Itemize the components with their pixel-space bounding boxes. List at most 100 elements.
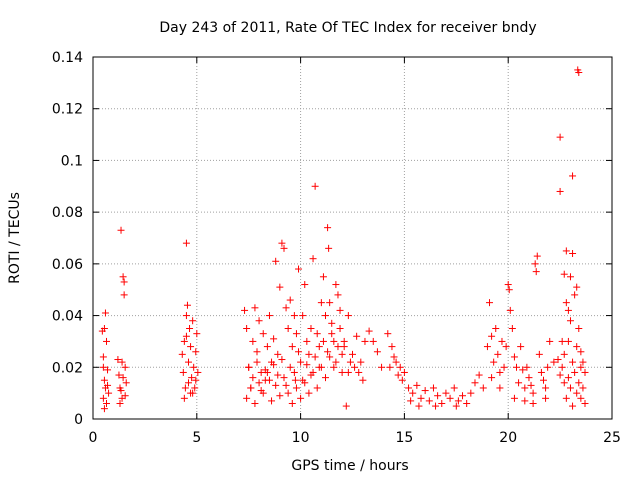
- data-point: [338, 368, 346, 376]
- data-point: [569, 358, 577, 366]
- data-point: [529, 389, 537, 397]
- data-point: [117, 387, 125, 395]
- data-point: [118, 358, 126, 366]
- data-point: [483, 343, 491, 351]
- data-point: [344, 312, 352, 320]
- data-point: [247, 384, 255, 392]
- data-point: [504, 281, 512, 289]
- data-point: [521, 397, 529, 405]
- data-point: [336, 325, 344, 332]
- data-point: [573, 283, 581, 291]
- data-point: [558, 337, 566, 345]
- data-point: [295, 265, 303, 273]
- data-point: [121, 363, 129, 371]
- data-point: [384, 330, 392, 338]
- y-tick-label: 0.08: [52, 205, 83, 221]
- data-point: [99, 363, 107, 371]
- data-point: [191, 384, 199, 392]
- data-point: [490, 358, 498, 366]
- data-point: [475, 371, 483, 379]
- data-point: [270, 361, 278, 369]
- data-point: [390, 353, 398, 361]
- data-point: [313, 384, 321, 392]
- data-point: [535, 350, 543, 358]
- data-point: [556, 133, 564, 141]
- data-point: [463, 399, 471, 407]
- data-point: [276, 283, 284, 291]
- data-point: [309, 255, 317, 263]
- data-point: [182, 239, 190, 247]
- data-point: [332, 358, 340, 366]
- data-point: [519, 366, 527, 374]
- data-point: [265, 376, 273, 384]
- data-point: [496, 368, 504, 376]
- data-point: [450, 384, 458, 392]
- data-point: [566, 273, 574, 281]
- data-point: [315, 363, 323, 371]
- data-point: [566, 384, 574, 392]
- data-point: [556, 187, 564, 195]
- data-point: [188, 374, 196, 382]
- data-point: [121, 392, 129, 400]
- data-point: [575, 379, 583, 387]
- data-point: [521, 384, 529, 392]
- data-point: [442, 389, 450, 397]
- data-point: [119, 273, 127, 281]
- data-point: [325, 244, 333, 252]
- data-point: [326, 299, 334, 307]
- data-point: [284, 325, 292, 332]
- data-point: [400, 368, 408, 376]
- data-point: [355, 368, 363, 376]
- data-point: [311, 182, 319, 190]
- data-point: [432, 402, 440, 410]
- data-point: [280, 374, 288, 382]
- data-point: [496, 384, 504, 392]
- data-point: [257, 368, 265, 376]
- data-point: [116, 399, 124, 407]
- data-point: [542, 394, 550, 402]
- data-point: [261, 366, 269, 374]
- data-point: [299, 376, 307, 384]
- data-point: [192, 376, 200, 384]
- data-point: [243, 325, 251, 332]
- y-tick-label: 0.02: [52, 360, 83, 376]
- data-point: [346, 358, 354, 366]
- data-point: [425, 397, 433, 405]
- data-point: [554, 356, 562, 364]
- data-point: [307, 371, 315, 379]
- data-point: [319, 337, 327, 345]
- data-point: [398, 376, 406, 384]
- data-point: [338, 350, 346, 358]
- data-point: [566, 317, 574, 325]
- data-point: [577, 348, 585, 356]
- data-point: [454, 397, 462, 405]
- data-point: [105, 389, 113, 397]
- x-tick-label: 20: [499, 430, 517, 446]
- data-point: [467, 389, 475, 397]
- data-point: [187, 343, 195, 351]
- data-point: [571, 291, 579, 299]
- data-point: [278, 239, 286, 247]
- data-point: [100, 376, 108, 384]
- data-point: [181, 384, 189, 392]
- axis-tick-labels: 0 5 10 15 20 25 0 0.02 0.04 0.06 0.08 0.1 0.12 0.14: [52, 50, 621, 446]
- data-point: [120, 278, 128, 286]
- data-point: [290, 368, 298, 376]
- data-point: [180, 337, 188, 345]
- data-point: [564, 337, 572, 345]
- data-point: [286, 363, 294, 371]
- data-point: [192, 348, 200, 356]
- data-point: [117, 226, 125, 234]
- data-point: [569, 402, 577, 410]
- y-tick-label: 0.1: [61, 153, 83, 169]
- data-point: [311, 353, 319, 361]
- data-point: [413, 381, 421, 389]
- data-point: [396, 363, 404, 371]
- data-point: [190, 363, 198, 371]
- data-point: [119, 374, 127, 382]
- data-point: [319, 273, 327, 281]
- data-point: [99, 353, 107, 361]
- data-point: [104, 366, 112, 374]
